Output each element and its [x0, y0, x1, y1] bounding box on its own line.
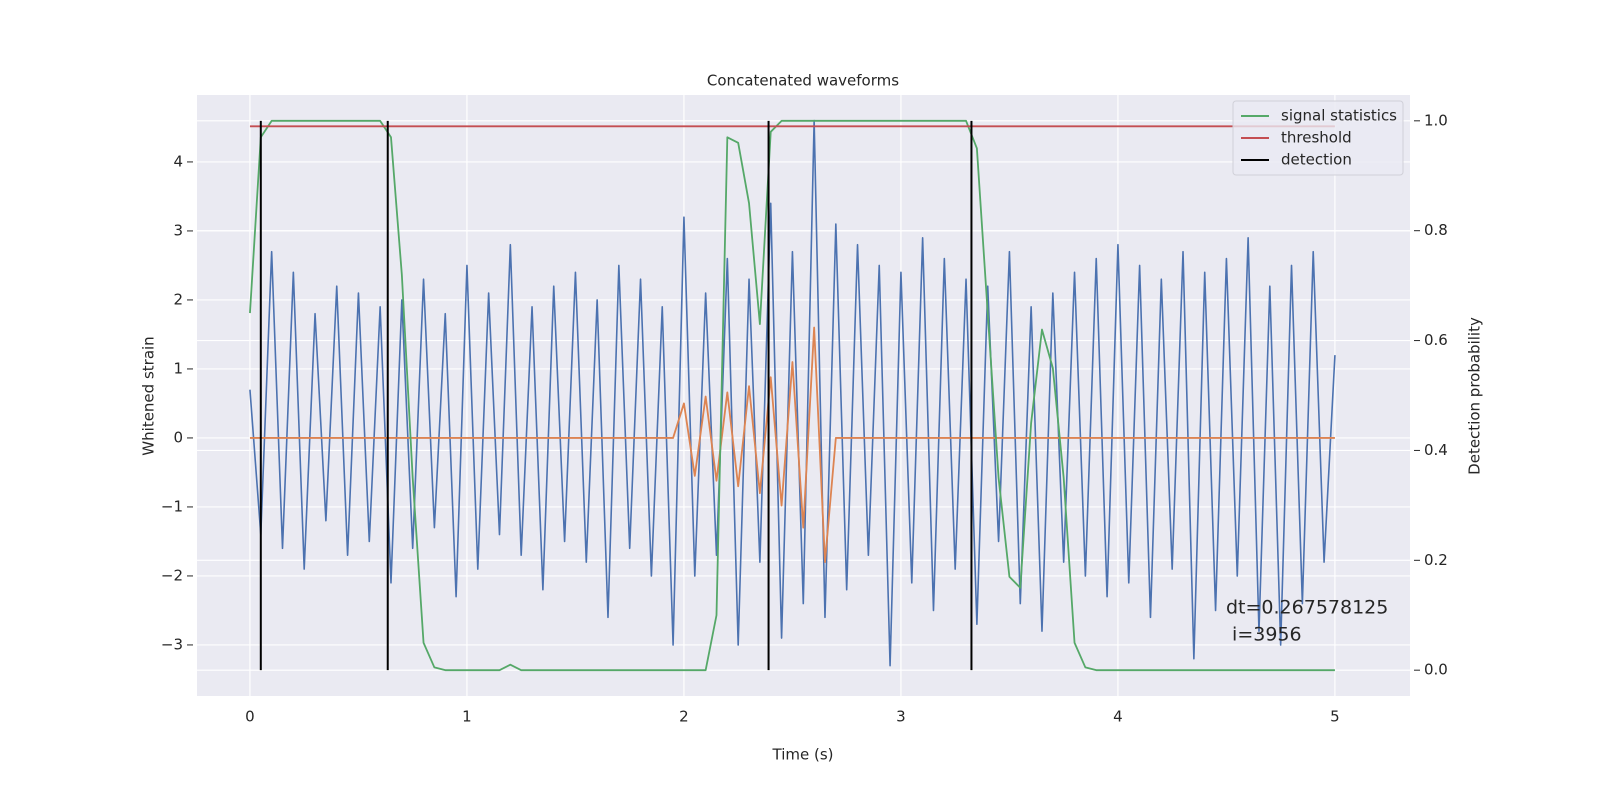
y-axis-label: Whitened strain — [140, 336, 158, 455]
series-line — [249, 326, 1335, 564]
legend-label: signal statistics — [1281, 107, 1397, 125]
legend-label: threshold — [1281, 129, 1352, 147]
y2-tick-label: 0.4 — [1424, 441, 1448, 459]
x-tick-label: 0 — [245, 708, 255, 726]
y-tick-label: −1 — [161, 497, 183, 515]
legend: signal statistics threshold detection — [1232, 100, 1404, 176]
x-tick-label: 2 — [679, 708, 689, 726]
y2-tick-label: 0.0 — [1424, 661, 1448, 679]
x-tick-label: 3 — [896, 708, 906, 726]
x-axis-label: Time (s) — [772, 746, 834, 764]
x-tick-label: 4 — [1113, 708, 1123, 726]
x-tick-label: 1 — [462, 708, 472, 726]
legend-box — [1232, 100, 1404, 176]
y2-tick-label: 0.8 — [1424, 221, 1448, 239]
annotation: dt=0.267578125 — [1226, 597, 1388, 619]
chart-title: Concatenated waveforms — [707, 72, 899, 90]
legend-label: detection — [1281, 151, 1352, 169]
y-tick-label: 4 — [173, 152, 183, 170]
series-line — [249, 119, 1336, 667]
y2-tick-label: 0.2 — [1424, 551, 1448, 569]
y-tick-label: 3 — [173, 221, 183, 239]
annotation: i=3956 — [1226, 624, 1302, 646]
series-line — [249, 119, 1335, 672]
y-tick-label: 2 — [173, 290, 183, 308]
y-tick-label: 1 — [173, 359, 183, 377]
y-tick-label: −3 — [161, 635, 183, 653]
y2-tick-label: 0.6 — [1424, 331, 1448, 349]
y2-tick-label: 1.0 — [1424, 111, 1448, 129]
x-tick-label: 5 — [1330, 708, 1340, 726]
y-tick-label: 0 — [173, 428, 183, 446]
y-tick-label: −2 — [161, 566, 183, 584]
y2-axis-label: Detection probability — [1466, 317, 1484, 475]
